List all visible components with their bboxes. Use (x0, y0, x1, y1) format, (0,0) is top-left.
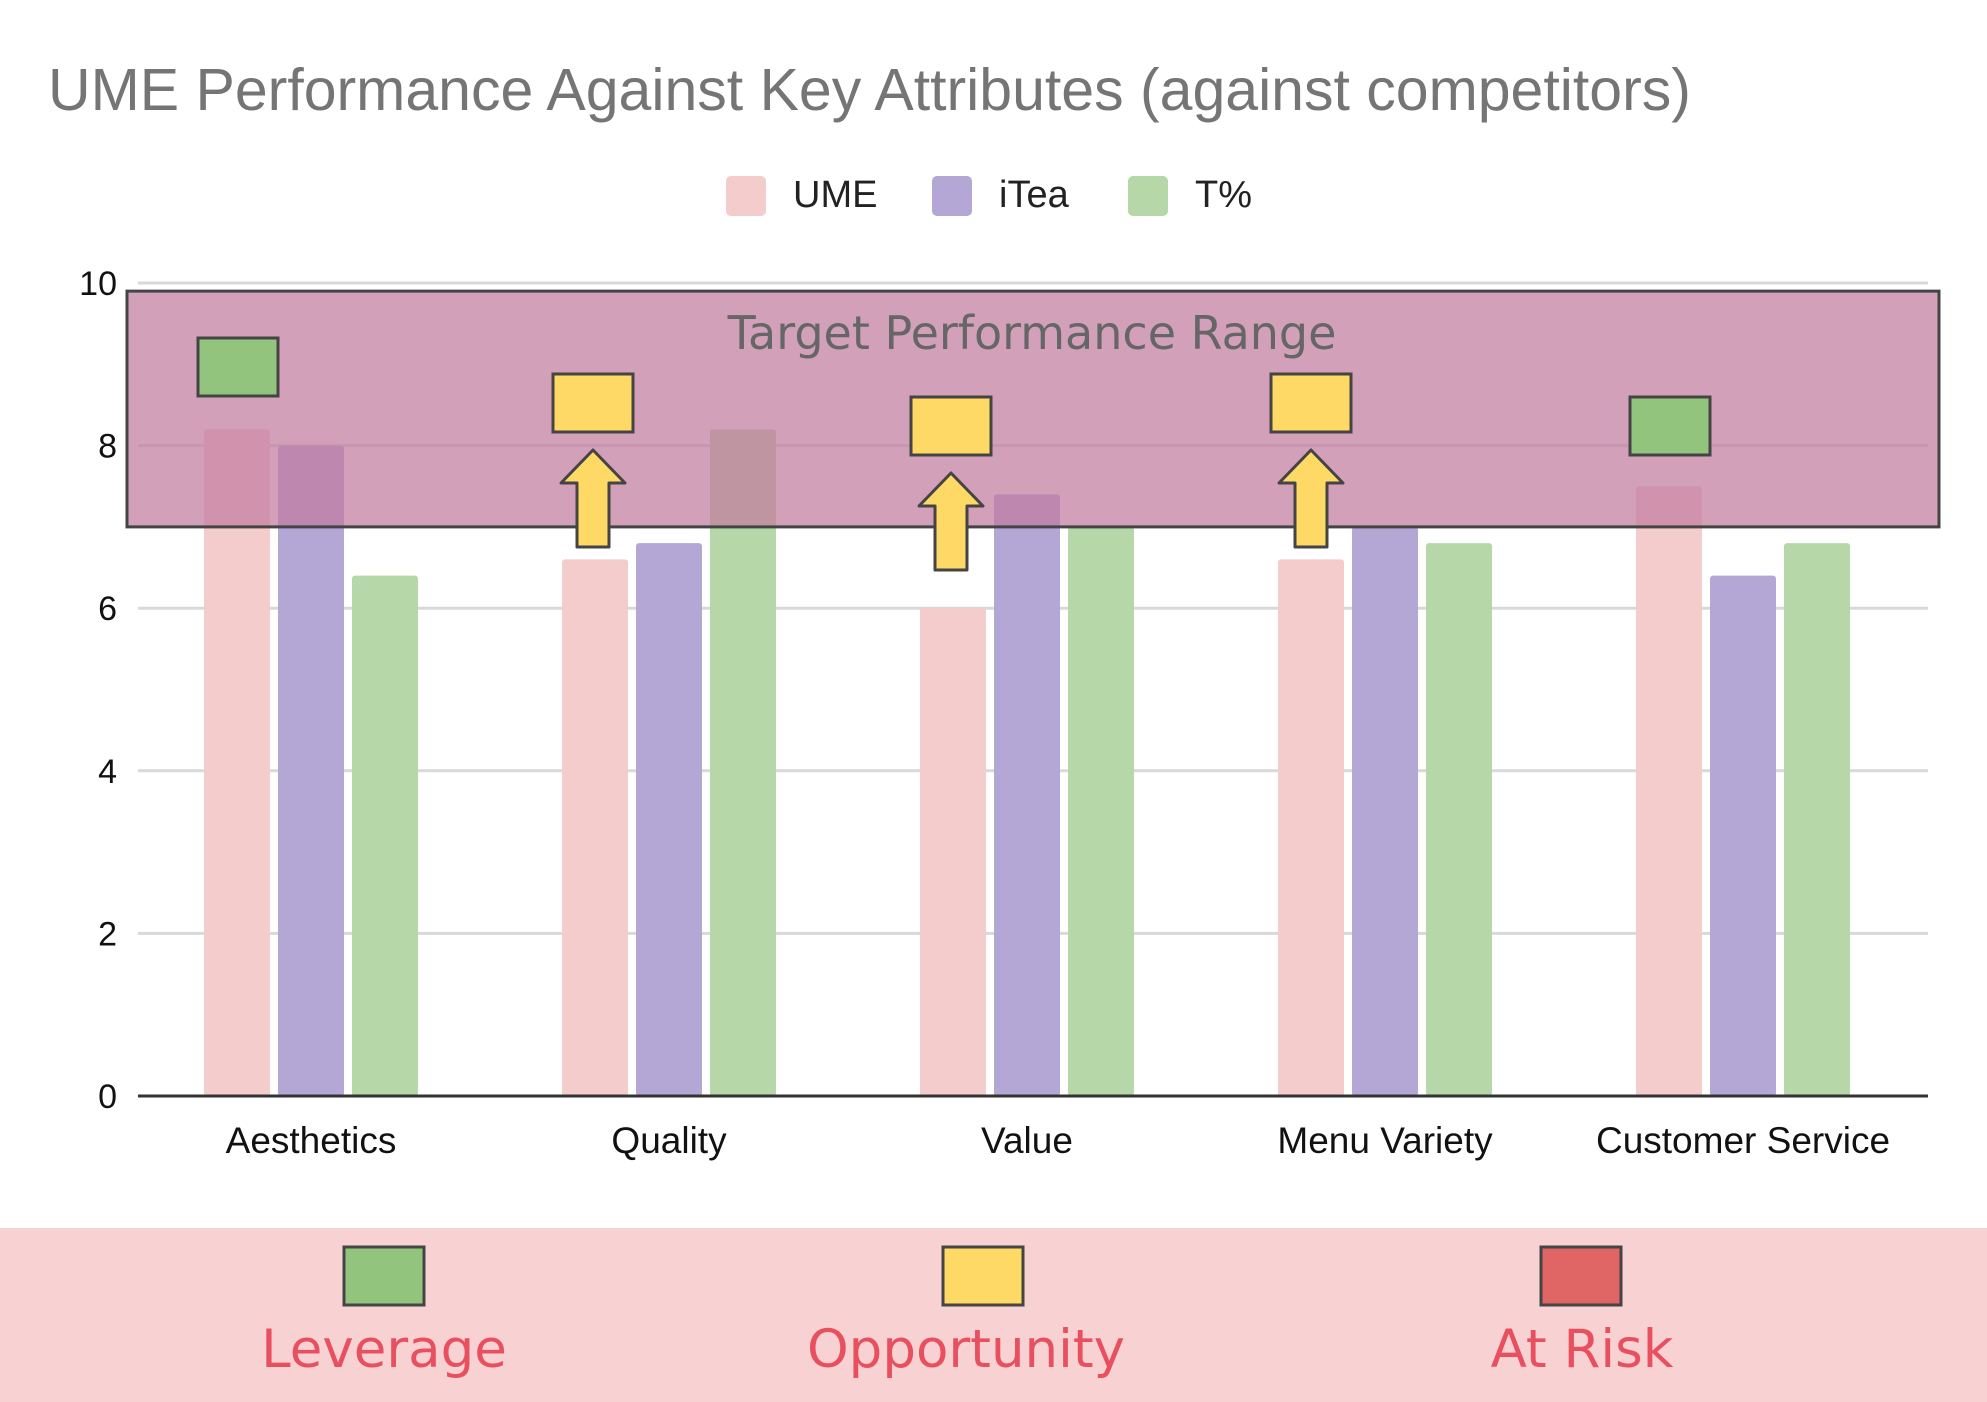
bar-t-value (1068, 526, 1134, 1096)
status-swatch-opportunity (941, 1245, 1025, 1307)
y-tick-label: 2 (98, 915, 117, 953)
status-label-leverage: Leverage (261, 1319, 507, 1380)
bar-itea-aesthetics (278, 445, 344, 1097)
legend-swatch-t (1128, 176, 1168, 216)
legend-label-ume: UME (793, 174, 877, 216)
bar-ume-quality (562, 559, 628, 1096)
marker-leverage-customer-service (1628, 395, 1712, 457)
x-tick-label-value: Value (981, 1120, 1073, 1161)
status-label-at-risk: At Risk (1491, 1319, 1674, 1380)
bar-t-quality (710, 429, 776, 1097)
y-tick-label: 8 (98, 428, 117, 466)
up-arrow-icon (917, 471, 985, 572)
legend-label-itea: iTea (999, 174, 1070, 216)
bar-ume-value (920, 608, 986, 1096)
status-label-opportunity: Opportunity (807, 1319, 1125, 1380)
legend-label-t: T% (1195, 174, 1252, 216)
legend: UME iTea T% (726, 174, 1252, 216)
x-tick-label-quality: Quality (611, 1120, 727, 1161)
status-swatch-leverage (342, 1245, 426, 1307)
bar-t-menu-variety (1426, 543, 1492, 1096)
bar-itea-menu-variety (1352, 526, 1418, 1096)
bar-ume-menu-variety (1278, 559, 1344, 1096)
bars (204, 429, 1850, 1097)
y-tick-label: 4 (98, 753, 117, 791)
status-swatch-at-risk (1539, 1245, 1623, 1307)
marker-opportunity-menu-variety (1269, 372, 1353, 434)
bar-itea-customer-service (1710, 575, 1776, 1096)
legend-swatch-ume (726, 176, 766, 216)
bar-ume-aesthetics (204, 429, 270, 1097)
bar-itea-quality (636, 543, 702, 1096)
chart-title: UME Performance Against Key Attributes (… (48, 57, 1691, 123)
marker-leverage-aesthetics (196, 336, 280, 398)
bar-ume-customer-service (1636, 486, 1702, 1096)
legend-swatch-itea (932, 176, 972, 216)
marker-opportunity-value (909, 395, 993, 457)
up-arrow-icon (559, 448, 627, 549)
x-tick-label-menu-variety: Menu Variety (1277, 1120, 1493, 1161)
bar-itea-value (994, 494, 1060, 1096)
target-range: Target Performance Range (125, 289, 1941, 529)
x-tick-label-customer-service: Customer Service (1596, 1120, 1890, 1161)
status-key: Leverage Opportunity At Risk (0, 1228, 1987, 1402)
x-tick-label-aesthetics: Aesthetics (226, 1120, 397, 1161)
marker-opportunity-quality (551, 372, 635, 434)
y-tick-label: 10 (79, 265, 117, 303)
bar-t-customer-service (1784, 543, 1850, 1096)
y-tick-label: 6 (98, 590, 117, 628)
axes: 0 2 4 6 8 10 Aesthetics Quality Value Menu Variet… (79, 265, 1928, 1161)
y-tick-label: 0 (98, 1078, 117, 1116)
target-range-label: Target Performance Range (727, 306, 1337, 360)
bar-t-aesthetics (352, 575, 418, 1096)
up-arrow-icon (1277, 448, 1345, 549)
status-markers (196, 336, 1712, 572)
